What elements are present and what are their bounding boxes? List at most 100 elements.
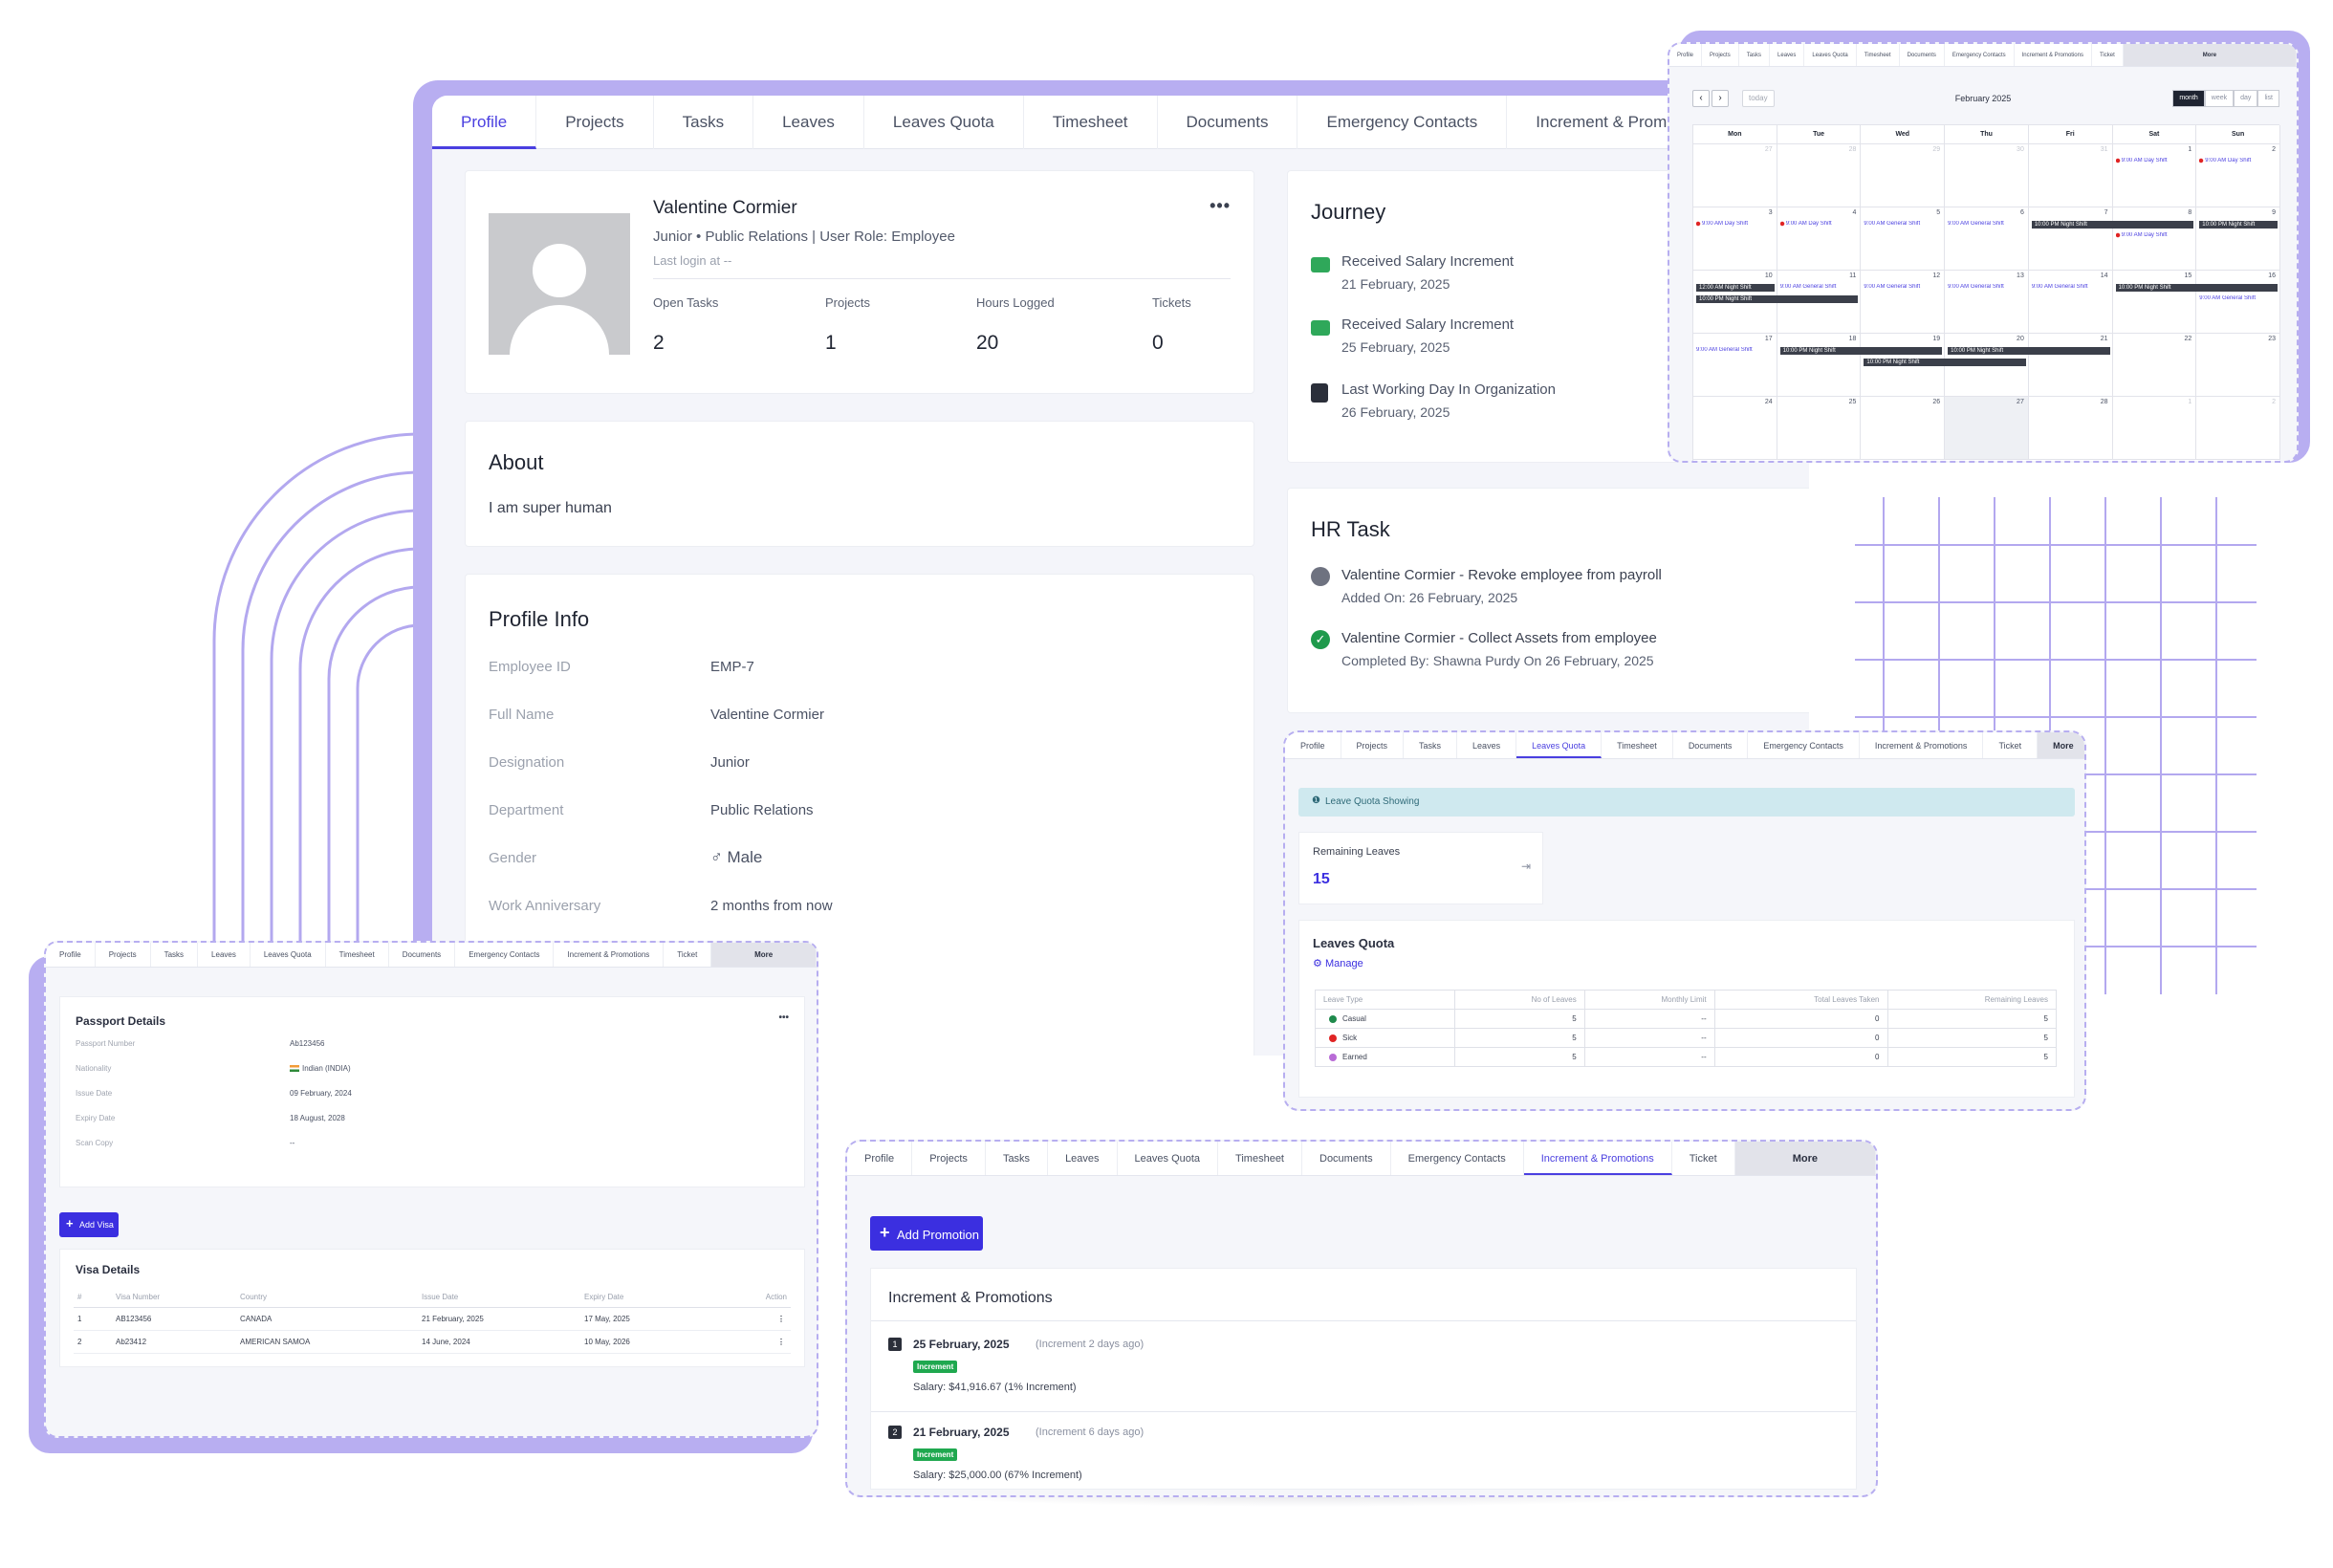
promotions-tab-more[interactable]: More	[1734, 1142, 1876, 1175]
calendar-event[interactable]: 9:00 AM General Shift	[2031, 284, 2088, 290]
tab-leaves-quota[interactable]: Leaves Quota	[864, 96, 1024, 149]
stat-hours-logged[interactable]: 20	[976, 332, 999, 354]
tab-documents[interactable]: Documents	[1158, 96, 1298, 149]
calendar-event[interactable]: 10:00 PM Night Shift	[2115, 284, 2278, 292]
calendar-day-cell[interactable]: 27	[1945, 397, 2029, 460]
calendar-tab-emergency-contacts[interactable]: Emergency Contacts	[1945, 44, 2015, 66]
calendar-day-cell[interactable]: 5	[1861, 207, 1946, 271]
calendar-day-cell[interactable]: 7	[2028, 207, 2113, 271]
calendar-day-cell[interactable]: 3	[1693, 207, 1777, 271]
calendar-tab-leaves-quota[interactable]: Leaves Quota	[1804, 44, 1857, 66]
calendar-day-cell[interactable]: 14	[2028, 271, 2113, 334]
promotions-tab-emergency-contacts[interactable]: Emergency Contacts	[1391, 1142, 1524, 1175]
leave-quota-tab-projects[interactable]: Projects	[1341, 732, 1405, 758]
tab-tasks[interactable]: Tasks	[654, 96, 754, 149]
calendar-event[interactable]: 9:00 AM General Shift	[1864, 221, 1921, 227]
hr-task-item-title[interactable]: Valentine Cormier - Revoke employee from…	[1341, 567, 1662, 583]
calendar-event[interactable]: 9:00 AM Day Shift	[2115, 158, 2194, 163]
passport-tab-leaves-quota[interactable]: Leaves Quota	[251, 943, 326, 967]
hr-task-item-title[interactable]: Valentine Cormier - Collect Assets from …	[1341, 630, 1657, 646]
tab-timesheet[interactable]: Timesheet	[1024, 96, 1158, 149]
calendar-day-cell[interactable]: 2	[2196, 144, 2280, 207]
calendar-event[interactable]: 9:00 AM Day Shift	[1779, 221, 1859, 227]
calendar-view-day[interactable]: day	[2234, 90, 2258, 107]
leave-quota-tab-tasks[interactable]: Tasks	[1404, 732, 1458, 758]
calendar-view-week[interactable]: week	[2204, 90, 2235, 107]
passport-tab-tasks[interactable]: Tasks	[151, 943, 199, 967]
promotions-tab-increment-and-promotions[interactable]: Increment & Promotions	[1523, 1142, 1672, 1175]
next-month-button[interactable]: ›	[1712, 90, 1729, 107]
leave-quota-tab-leaves[interactable]: Leaves	[1457, 732, 1517, 758]
passport-tab-timesheet[interactable]: Timesheet	[326, 943, 389, 967]
passport-tab-increment-and-promotions[interactable]: Increment & Promotions	[554, 943, 665, 967]
calendar-event[interactable]: 9:00 AM General Shift	[1779, 284, 1837, 290]
add-promotion-button[interactable]: + Add Promotion	[870, 1216, 983, 1251]
calendar-day-cell[interactable]: 15	[2112, 271, 2197, 334]
promotions-tab-ticket[interactable]: Ticket	[1672, 1142, 1735, 1175]
calendar-event[interactable]: 12:00 AM Night Shift	[1696, 284, 1775, 292]
promotions-tab-tasks[interactable]: Tasks	[986, 1142, 1049, 1175]
passport-tab-emergency-contacts[interactable]: Emergency Contacts	[455, 943, 555, 967]
promotions-tab-leaves-quota[interactable]: Leaves Quota	[1118, 1142, 1219, 1175]
leave-quota-tab-documents[interactable]: Documents	[1673, 732, 1749, 758]
calendar-event[interactable]: 9:00 AM Day Shift	[2199, 158, 2278, 163]
leave-quota-tab-timesheet[interactable]: Timesheet	[1602, 732, 1673, 758]
leave-quota-tab-increment-and-promotions[interactable]: Increment & Promotions	[1860, 732, 1984, 758]
calendar-event[interactable]: 10:00 PM Night Shift	[1864, 359, 2026, 366]
calendar-day-cell[interactable]: 24	[1693, 397, 1777, 460]
calendar-event[interactable]: 10:00 PM Night Shift	[2031, 221, 2194, 229]
leave-quota-tab-emergency-contacts[interactable]: Emergency Contacts	[1748, 732, 1860, 758]
leave-quota-tab-profile[interactable]: Profile	[1285, 732, 1341, 758]
calendar-day-cell[interactable]: 21	[2028, 334, 2113, 397]
calendar-day-cell[interactable]: 4	[1777, 207, 1862, 271]
calendar-event[interactable]: 10:00 PM Night Shift	[1948, 347, 2110, 355]
calendar-day-cell[interactable]: 18	[1777, 334, 1862, 397]
calendar-day-cell[interactable]: 12	[1861, 271, 1946, 334]
tab-projects[interactable]: Projects	[536, 96, 654, 149]
calendar-view-month[interactable]: month	[2172, 90, 2205, 107]
manage-link[interactable]: ⚙ Manage	[1313, 957, 1363, 969]
tab-leaves[interactable]: Leaves	[753, 96, 864, 149]
passport-tab-ticket[interactable]: Ticket	[664, 943, 712, 967]
tab-profile[interactable]: Profile	[432, 96, 537, 149]
calendar-event[interactable]: 10:00 PM Night Shift	[2199, 221, 2278, 229]
calendar-day-cell[interactable]: 11	[1777, 271, 1862, 334]
passport-tab-documents[interactable]: Documents	[389, 943, 456, 967]
calendar-tab-ticket[interactable]: Ticket	[2092, 44, 2124, 66]
more-options-icon[interactable]: •••	[778, 1013, 789, 1023]
calendar-event[interactable]: 10:00 PM Night Shift	[1779, 347, 1943, 355]
leave-quota-tab-more[interactable]: More	[2038, 732, 2084, 758]
calendar-day-cell[interactable]: 9	[2196, 207, 2280, 271]
calendar-day-cell[interactable]: 29	[1861, 144, 1946, 207]
stat-open-tasks[interactable]: 2	[653, 332, 665, 354]
calendar-view-list[interactable]: list	[2257, 90, 2279, 107]
calendar-day-cell[interactable]: 8	[2112, 207, 2197, 271]
calendar-day-cell[interactable]: 6	[1945, 207, 2029, 271]
calendar-day-cell[interactable]: 20	[1945, 334, 2029, 397]
promotions-tab-leaves[interactable]: Leaves	[1048, 1142, 1118, 1175]
calendar-event[interactable]: 9:00 AM Day Shift	[2115, 232, 2194, 238]
calendar-day-cell[interactable]: 27	[1693, 144, 1777, 207]
calendar-tab-more[interactable]: More	[2123, 44, 2297, 66]
calendar-event[interactable]: 9:00 AM General Shift	[1948, 284, 2004, 290]
calendar-day-cell[interactable]: 1	[2112, 144, 2197, 207]
calendar-tab-projects[interactable]: Projects	[1702, 44, 1739, 66]
row-actions-icon[interactable]: ⋮	[733, 1307, 791, 1331]
prev-month-button[interactable]: ‹	[1692, 90, 1710, 107]
calendar-event[interactable]: 9:00 AM General Shift	[2199, 295, 2256, 301]
calendar-tab-tasks[interactable]: Tasks	[1739, 44, 1771, 66]
calendar-day-cell[interactable]: 17	[1693, 334, 1777, 397]
calendar-day-cell[interactable]: 31	[2028, 144, 2113, 207]
calendar-day-cell[interactable]: 25	[1777, 397, 1862, 460]
today-button[interactable]: today	[1742, 90, 1775, 107]
calendar-day-cell[interactable]: 28	[2028, 397, 2113, 460]
calendar-day-cell[interactable]: 16	[2196, 271, 2280, 334]
passport-tab-projects[interactable]: Projects	[96, 943, 151, 967]
tab-emergency-contacts[interactable]: Emergency Contacts	[1297, 96, 1508, 149]
stat-tickets[interactable]: 0	[1152, 332, 1164, 354]
passport-tab-more[interactable]: More	[711, 943, 817, 967]
calendar-tab-increment-and-promotions[interactable]: Increment & Promotions	[2015, 44, 2092, 66]
leave-quota-tab-ticket[interactable]: Ticket	[1983, 732, 2039, 758]
calendar-day-cell[interactable]: 1	[2112, 397, 2197, 460]
calendar-event[interactable]: 10:00 PM Night Shift	[1696, 295, 1859, 303]
